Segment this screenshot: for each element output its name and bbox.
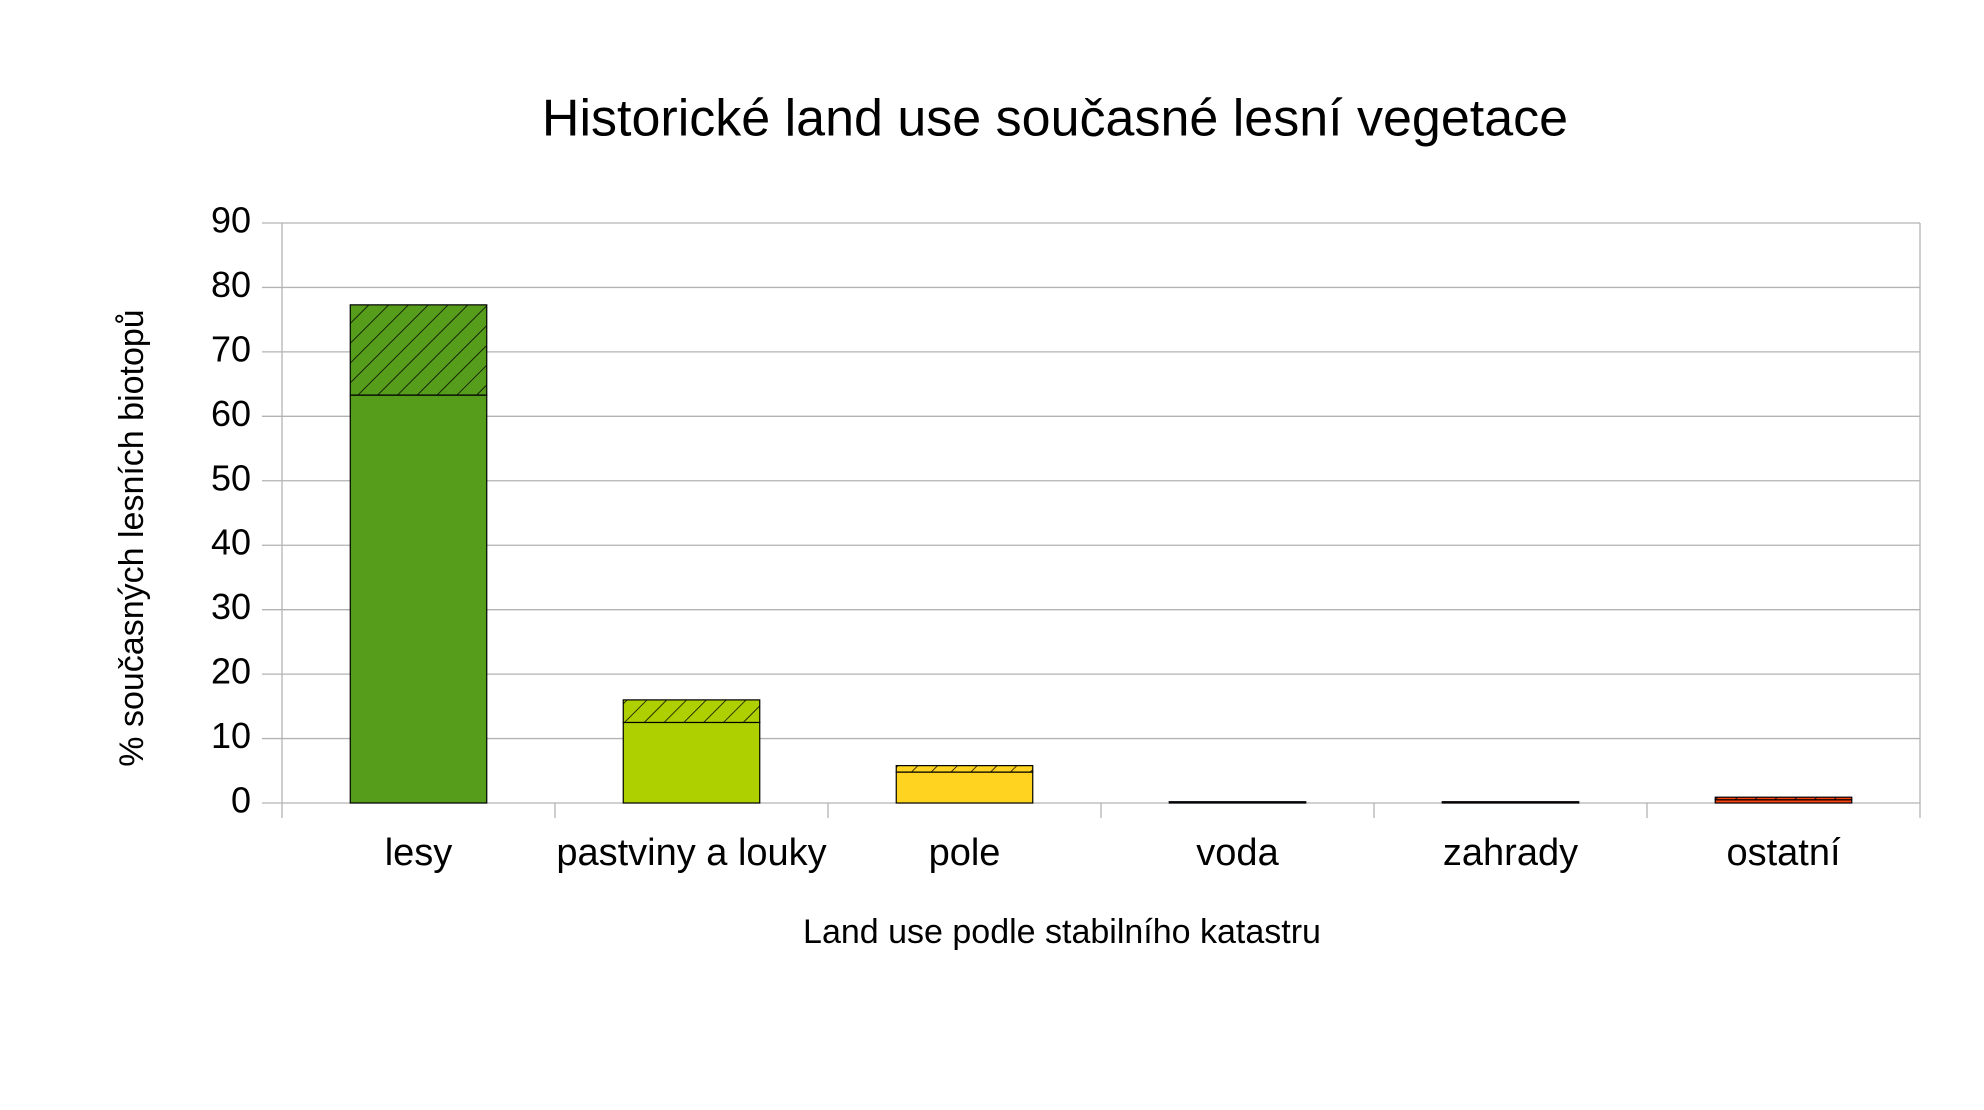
x-axis-title: Land use podle stabilního katastru [803,913,1321,951]
y-tick-label: 70 [211,328,251,369]
bar-segment [895,771,1034,804]
chart-title: Historické land use současné lesní veget… [542,90,1568,148]
x-tick-label: voda [1196,832,1279,874]
x-tick-label: ostatní [1726,832,1841,874]
y-axis-title: % současných lesních biotopů [113,309,151,766]
bar-segment [349,304,488,396]
x-tick-label: pole [929,832,1001,874]
bar-segment [349,394,488,804]
x-tick-label: pastviny a louky [556,832,826,874]
x-tick-label: lesy [385,832,453,874]
y-tick-label: 80 [211,264,251,305]
bar-segment [895,765,1034,773]
y-tick-label: 0 [231,780,251,821]
y-tick-label: 40 [211,522,251,563]
x-tick-label: zahrady [1443,832,1578,874]
bar-segment [1168,801,1307,804]
bar-segment [622,721,761,804]
y-tick-label: 60 [211,393,251,434]
y-tick-label: 10 [211,715,251,756]
bar-segment [1714,796,1853,801]
y-tick-label: 30 [211,586,251,627]
y-tick-label: 50 [211,457,251,498]
bar-segment [1441,801,1580,804]
y-tick-label: 20 [211,651,251,692]
y-tick-label: 90 [211,200,251,241]
bar-segment [622,699,761,724]
